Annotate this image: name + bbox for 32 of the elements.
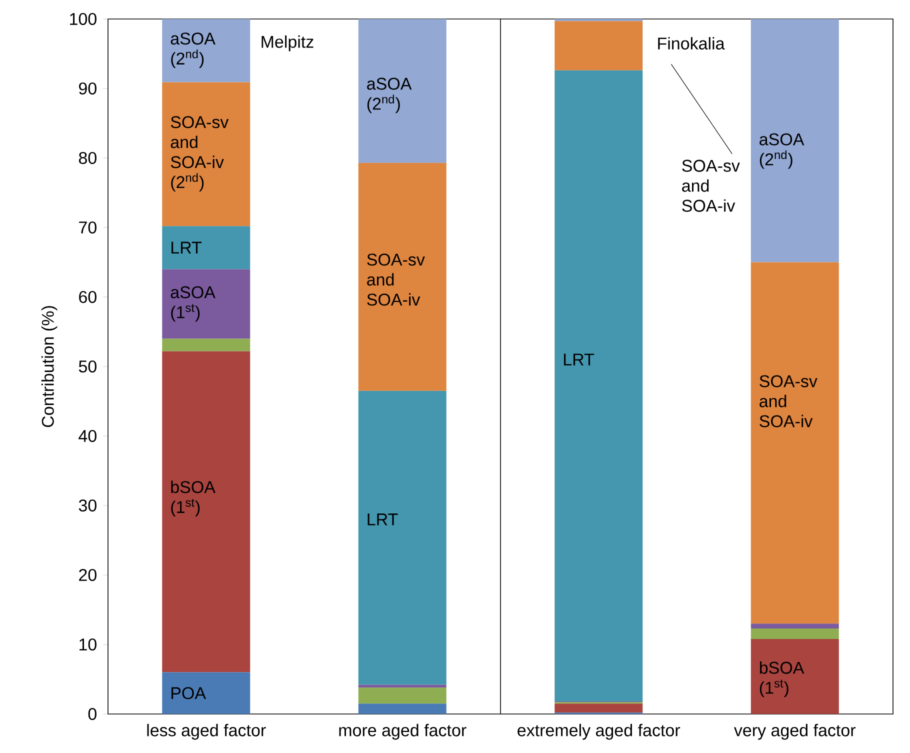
- y-tick-label: 60: [79, 290, 96, 304]
- y-tick-label: 40: [78, 430, 96, 442]
- x-tick-label: less aged factor: [147, 724, 266, 740]
- annotation: Melpitz: [262, 35, 314, 52]
- annotation: bSOA (1$^{st}$): [760, 661, 804, 698]
- annotation: POA: [172, 687, 206, 700]
- annotation: SOA-sv and SOA-iv: [682, 160, 740, 212]
- annotation: aSOA (2$^{nd}$): [760, 133, 804, 169]
- annotation: aSOA (1$^{st}$): [170, 286, 216, 322]
- annotation: Finokalia: [658, 37, 725, 50]
- y-tick-label: 90: [79, 82, 96, 95]
- y-axis-title: Contribution (%): [41, 306, 58, 428]
- annotation: SOA-sv and SOA-iv: [760, 375, 818, 428]
- x-tick-label: very aged factor: [734, 724, 856, 740]
- y-tick-label: 20: [79, 568, 96, 582]
- annotation: aSOA (2$^{nd}$): [170, 32, 216, 68]
- y-tick-label: 10: [80, 638, 96, 651]
- y-tick-label: 30: [78, 499, 96, 512]
- y-tick-label: 0: [88, 708, 96, 720]
- x-tick-label: more aged factor: [339, 724, 466, 740]
- annotation: LRT: [564, 354, 594, 366]
- y-tick-label: 70: [79, 221, 96, 234]
- annotation: SOA-sv and SOA-iv: [367, 254, 425, 306]
- annotation: LRT: [172, 242, 202, 254]
- y-tick-label: 80: [78, 152, 96, 164]
- y-tick-label: 50: [78, 360, 96, 373]
- annotation: bSOA (1$^{st}$): [171, 480, 216, 516]
- x-tick-label: extremely aged factor: [518, 724, 680, 740]
- annotation: SOA-sv and SOA-iv (2$^{nd}$): [170, 116, 229, 192]
- y-tick-label: 100: [70, 12, 96, 26]
- annotation: LRT: [368, 514, 398, 526]
- annotation: aSOA (2$^{nd}$): [367, 78, 412, 114]
